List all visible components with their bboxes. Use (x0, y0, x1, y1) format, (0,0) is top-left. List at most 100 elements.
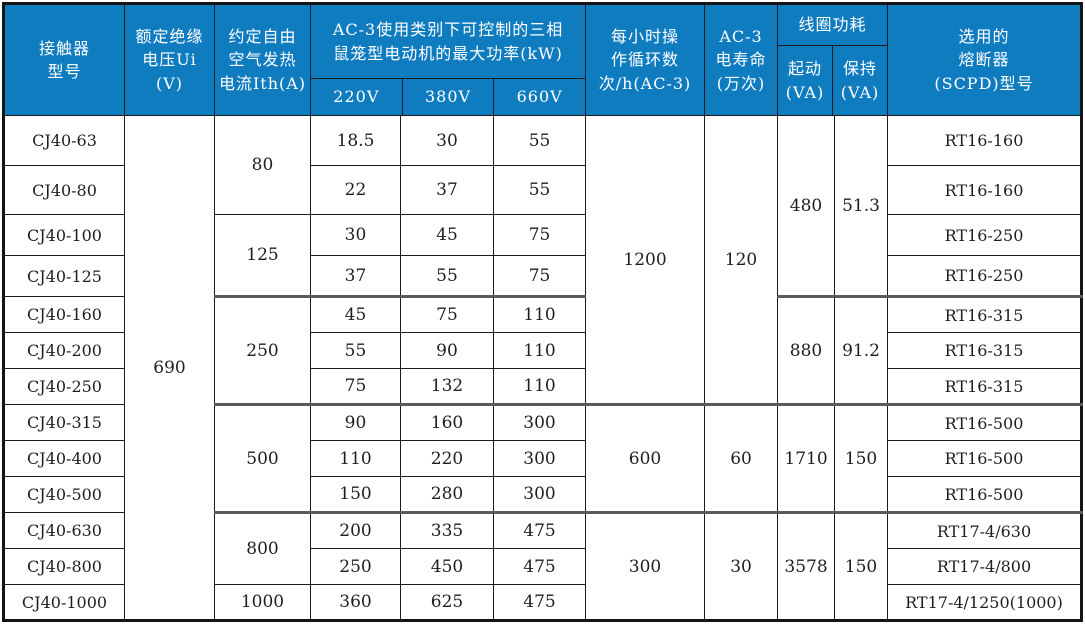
kw-220-cell: 90 (310, 404, 401, 441)
model-cell: CJ40-63 (3, 115, 125, 166)
ith-cell: 500 (214, 404, 311, 514)
kw-220-cell: 360 (310, 584, 401, 621)
table-row: CJ40-80 22 37 55 RT16-160 (3, 165, 1082, 215)
kw-220-cell: 75 (310, 368, 401, 406)
kw-380-cell: 132 (400, 368, 494, 406)
header-voltage-subcolumns: 220V 380V 660V (312, 79, 585, 115)
header-coil-power-group: 线圈功耗 起动 (VA) 保持 (VA) (777, 3, 889, 116)
kw-220-cell: 55 (310, 332, 401, 369)
table-row: CJ40-160 250 45 75 110 880 91.2 RT16-315 (3, 296, 1082, 406)
fuse-cell: RT17-4/630 (887, 512, 1082, 549)
model-cell: CJ40-125 (3, 255, 125, 297)
kw-660-cell: 55 (492, 115, 587, 166)
model-cell: CJ40-1000 (3, 584, 125, 621)
kw-380-cell: 335 (400, 512, 494, 549)
kw-380-cell: 280 (400, 476, 494, 514)
ops-cell: 600 (585, 404, 706, 514)
kw-380-cell: 55 (400, 255, 494, 298)
kw-380-cell: 37 (400, 165, 494, 215)
header-380v: 380V (401, 79, 494, 115)
kw-660-cell: 75 (492, 255, 587, 298)
kw-660-cell: 110 (492, 368, 587, 406)
table-row: CJ40-800 250 450 475 RT17-4/800 (3, 548, 1082, 585)
coil-start-cell: 1710 (777, 404, 836, 514)
kw-380-cell: 45 (400, 214, 494, 256)
ith-cell: 1000 (214, 584, 311, 621)
fuse-cell: RT16-160 (887, 165, 1082, 215)
kw-220-cell: 200 (310, 512, 401, 549)
model-cell: CJ40-80 (3, 165, 125, 215)
table-row: CJ40-1000 1000 360 625 475 RT17-4/1250(1… (3, 584, 1082, 621)
voltage-cell: 690 (124, 115, 215, 621)
ops-cell: 300 (585, 512, 706, 621)
header-coil-hold: 保持 (VA) (832, 46, 887, 115)
kw-660-cell: 110 (492, 296, 587, 333)
fuse-cell: RT16-160 (887, 115, 1082, 166)
table-row: CJ40-125 37 55 75 RT16-250 (3, 255, 1082, 298)
ith-cell: 800 (214, 512, 311, 585)
header-max-power-group: AC-3使用类别下可控制的三相 鼠笼型电动机的最大功率(kW) 220V 380… (309, 3, 587, 116)
header-coil-start: 起动 (VA) (785, 59, 825, 102)
life-cell: 30 (704, 512, 779, 621)
kw-380-cell: 220 (400, 440, 494, 477)
model-cell: CJ40-200 (3, 332, 125, 369)
table-row: CJ40-630 800 200 335 475 300 30 3578 150… (3, 512, 1082, 621)
kw-220-cell: 37 (310, 255, 401, 298)
header-coil-power-title: 线圈功耗 (778, 5, 887, 46)
kw-380-cell: 160 (400, 404, 494, 441)
kw-660-cell: 110 (492, 332, 587, 369)
header-contactor-model: 接触器 型号 (3, 3, 125, 116)
fuse-cell: RT16-315 (887, 332, 1082, 369)
model-cell: CJ40-500 (3, 476, 125, 513)
header-max-power-title: AC-3使用类别下可控制的三相 鼠笼型电动机的最大功率(kW) (311, 5, 585, 79)
kw-380-cell: 625 (400, 584, 494, 621)
kw-380-cell: 75 (400, 296, 494, 333)
kw-660-cell: 75 (492, 214, 587, 256)
fuse-cell: RT16-315 (887, 368, 1082, 406)
table-row: CJ40-315 500 90 160 300 600 60 1710 150 … (3, 404, 1082, 514)
ith-cell: 125 (214, 214, 311, 298)
kw-660-cell: 300 (492, 476, 587, 514)
kw-660-cell: 475 (492, 584, 587, 621)
coil-hold-cell: 150 (834, 404, 889, 514)
header-660v: 660V (493, 79, 584, 115)
fuse-cell: RT16-250 (887, 214, 1082, 256)
table-body: CJ40-63 690 80 18.5 30 55 1200 120 480 5… (3, 115, 1082, 621)
kw-660-cell: 300 (492, 440, 587, 477)
fuse-cell: RT16-250 (887, 255, 1082, 298)
ith-cell: 250 (214, 296, 311, 406)
header-rated-insulation-voltage: 额定绝缘 电压Ui (V) (124, 3, 215, 116)
coil-start-cell: 3578 (777, 512, 836, 621)
header-220v: 220V (333, 87, 380, 107)
coil-start-cell: 880 (777, 296, 836, 406)
coil-start-cell: 480 (777, 115, 836, 298)
header-conventional-thermal-current: 约定自由 空气发热 电流Ith(A) (214, 3, 311, 116)
model-cell: CJ40-800 (3, 548, 125, 585)
coil-hold-cell: 51.3 (834, 115, 889, 298)
fuse-cell: RT16-500 (887, 476, 1082, 514)
kw-220-cell: 110 (310, 440, 401, 477)
table-row: CJ40-200 55 90 110 RT16-315 (3, 332, 1082, 369)
kw-220-cell: 45 (310, 296, 401, 333)
header-fuse-type: 选用的 熔断器 (SCPD)型号 (887, 3, 1082, 116)
kw-220-cell: 18.5 (310, 115, 401, 166)
life-cell: 60 (704, 404, 779, 514)
model-cell: CJ40-400 (3, 440, 125, 477)
table-row: CJ40-100 125 30 45 75 RT16-250 (3, 214, 1082, 298)
table-row: CJ40-63 690 80 18.5 30 55 1200 120 480 5… (3, 115, 1082, 621)
life-cell: 120 (704, 115, 779, 406)
coil-hold-cell: 91.2 (834, 296, 889, 406)
kw-380-cell: 450 (400, 548, 494, 585)
table-row: CJ40-500 150 280 300 RT16-500 (3, 476, 1082, 514)
ops-cell: 1200 (585, 115, 706, 406)
model-cell: CJ40-100 (3, 214, 125, 256)
fuse-cell: RT16-315 (887, 296, 1082, 333)
table-row: CJ40-250 75 132 110 RT16-315 (3, 368, 1082, 406)
kw-660-cell: 475 (492, 548, 587, 585)
fuse-cell: RT17-4/1250(1000) (887, 584, 1082, 621)
fuse-cell: RT16-500 (887, 440, 1082, 477)
kw-380-cell: 90 (400, 332, 494, 369)
header-operating-cycles: 每小时操 作循环数 次/h(AC-3) (585, 3, 706, 116)
